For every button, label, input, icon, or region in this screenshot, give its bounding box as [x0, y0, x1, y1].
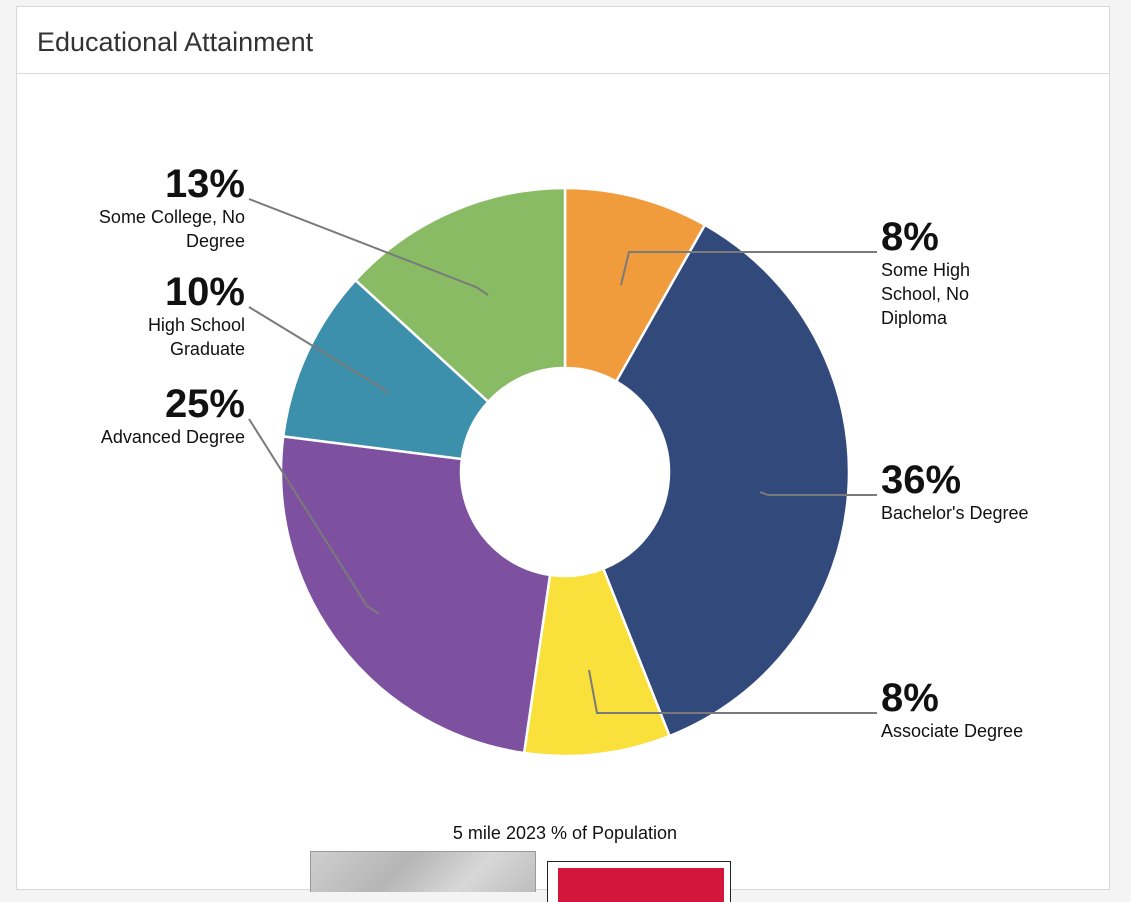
leader-line-advanced-degree [248, 418, 380, 615]
leader-line-some-college-no-degree [248, 198, 489, 296]
category-label-high-school-graduate: High School [148, 315, 245, 335]
slice-bachelor-s-degree[interactable] [601, 223, 851, 738]
slice-high-school-graduate[interactable] [281, 278, 491, 461]
chart-caption: 5 mile 2023 % of Population [453, 823, 677, 843]
category-label-advanced-degree: Advanced Degree [101, 427, 245, 447]
thumbnail-image-red[interactable] [547, 861, 731, 902]
thumbnail-image-gray[interactable] [310, 851, 536, 892]
category-label-some-high-school-no-diploma: School, No [881, 284, 969, 304]
pct-label-high-school-graduate: 10% [165, 270, 245, 314]
slice-advanced-degree[interactable] [279, 435, 552, 755]
pct-label-some-college-no-degree: 13% [165, 162, 245, 206]
category-label-associate-degree: Associate Degree [881, 721, 1023, 741]
panel-title: Educational Attainment [37, 26, 314, 57]
pct-label-advanced-degree: 25% [165, 382, 245, 426]
leader-line-high-school-graduate [248, 306, 390, 394]
pct-label-some-high-school-no-diploma: 8% [881, 215, 939, 259]
thumbnail-red-fill [558, 868, 724, 902]
leader-line-associate-degree [588, 669, 877, 714]
category-label-some-college-no-degree: Some College, No [99, 207, 245, 227]
pct-label-associate-degree: 8% [881, 676, 939, 720]
category-label-some-college-no-degree: Degree [186, 231, 245, 251]
educational-attainment-panel: Educational Attainment 8% Some High School… [16, 6, 1110, 890]
pct-label-bachelor-s-degree: 36% [881, 458, 961, 502]
leader-line-bachelor-s-degree [759, 491, 877, 496]
category-label-bachelor-s-degree: Bachelor's Degree [881, 503, 1029, 523]
category-label-some-high-school-no-diploma: Some High [881, 260, 970, 280]
category-label-high-school-graduate: Graduate [170, 339, 245, 359]
category-label-some-high-school-no-diploma: Diploma [881, 308, 948, 328]
panel-header: Educational Attainment [17, 7, 1109, 74]
slice-some-college-no-degree[interactable] [353, 186, 567, 404]
leader-line-some-high-school-no-diploma [620, 251, 877, 286]
